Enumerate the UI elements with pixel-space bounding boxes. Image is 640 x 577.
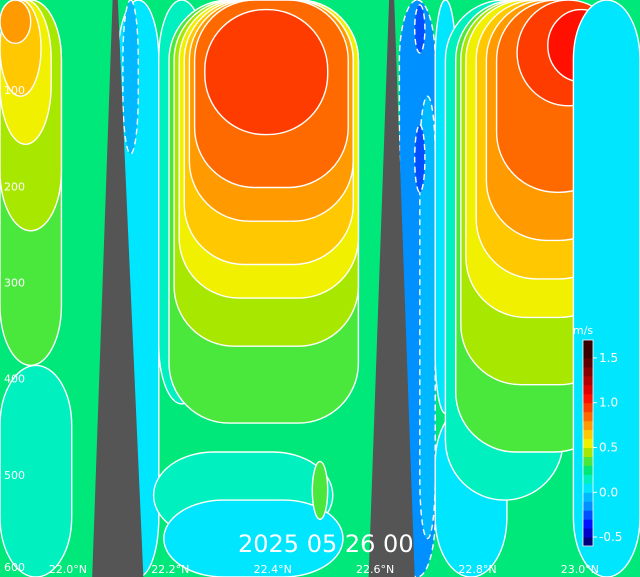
chart-title: 2025 05 26 00 [238, 530, 414, 558]
colorbar-unit-label: m/s [573, 324, 593, 337]
colorbar-swatch-9 [583, 456, 593, 466]
colorbar-swatch-5 [583, 492, 593, 502]
x-tick-label-22: 22.0°N [49, 563, 87, 576]
colorbar-swatch-17 [583, 384, 593, 395]
colorbar-tick-label-1: 1.0 [599, 396, 618, 410]
y-tick-label-600: 600 [4, 561, 25, 574]
colorbar-swatch-6 [583, 483, 593, 493]
contour-region-7 [122, 0, 139, 155]
ridge-2 [368, 0, 415, 577]
colorbar-swatch-7 [583, 474, 593, 484]
y-tick-label-500: 500 [4, 469, 25, 482]
contour-region-18 [311, 460, 329, 521]
y-axis-ticks: 100 200 300 400 500 600 [4, 84, 25, 574]
ridge-1 [92, 0, 144, 577]
x-tick-label-22.8: 22.8°N [458, 563, 496, 576]
x-tick-label-22.6: 22.6°N [356, 563, 394, 576]
y-tick-label-400: 400 [4, 373, 25, 386]
y-tick-label-200: 200 [4, 180, 25, 193]
colorbar-tick-label-0.5: 0.5 [599, 441, 618, 455]
colorbar-swatch-12 [583, 429, 593, 440]
land-masks [92, 0, 415, 577]
x-tick-label-22.4: 22.4°N [254, 563, 292, 576]
colorbar-swatch-1 [583, 528, 593, 538]
y-tick-label-300: 300 [4, 277, 25, 290]
contour-region-0 [0, 364, 73, 577]
colorbar-swatch-3 [583, 510, 593, 520]
x-tick-label-22.2: 22.2°N [151, 563, 189, 576]
colorbar-swatch-0 [583, 537, 593, 547]
colorbar-tick-label--0.5: -0.5 [599, 530, 622, 544]
colorbar-tick-label-0: 0.0 [599, 485, 618, 499]
contour-region-21 [414, 124, 426, 194]
colorbar-swatch-18 [583, 375, 593, 386]
colorbar-swatch-16 [583, 393, 593, 404]
colorbar-swatch-2 [583, 519, 593, 529]
contour-region-17 [204, 8, 329, 136]
x-axis-ticks: 22.0°N 22.2°N 22.4°N 22.6°N 22.8°N 23.0°N [49, 563, 599, 576]
x-tick-label-23: 23.0°N [561, 563, 599, 576]
colorbar-frame [582, 339, 594, 547]
colorbar-swatch-4 [583, 501, 593, 511]
colorbar-swatch-10 [583, 447, 593, 457]
contour-region-22 [414, 4, 426, 54]
contour-region-9 [163, 499, 344, 577]
colorbar-swatch-14 [583, 411, 593, 422]
colorbar: 1.5 1.0 0.5 0.0 -0.5 [582, 339, 622, 547]
colorbar-swatch-19 [583, 366, 593, 377]
colorbar-swatch-20 [583, 357, 593, 368]
colorbar-swatch-15 [583, 402, 593, 413]
y-tick-label-100: 100 [4, 84, 25, 97]
colorbar-tick-label-1.5: 1.5 [599, 351, 618, 365]
colorbar-swatch-13 [583, 420, 593, 431]
colorbar-swatch-11 [583, 438, 593, 448]
colorbar-swatch-8 [583, 465, 593, 475]
contour-region-5 [0, 0, 32, 44]
colorbar-swatch-21 [583, 340, 593, 359]
